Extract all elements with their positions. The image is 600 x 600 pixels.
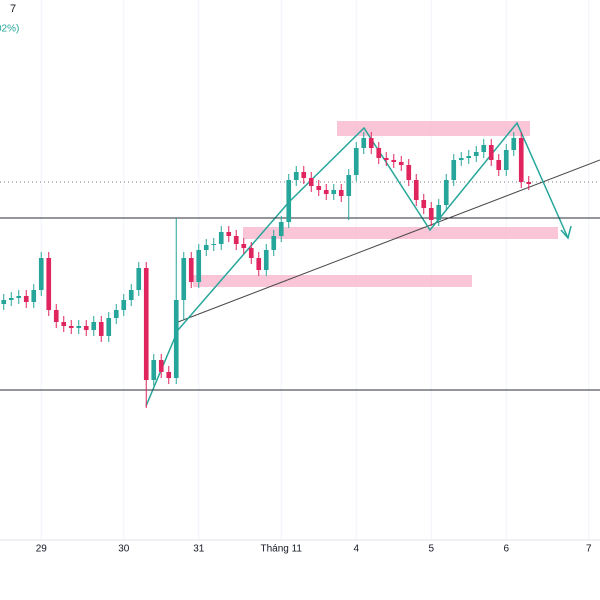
candle-body: [526, 182, 532, 184]
candle-body: [346, 175, 352, 196]
candle-body: [428, 208, 434, 220]
candle-body: [173, 300, 179, 378]
change-text: 02%): [0, 24, 19, 35]
candle-body: [241, 244, 247, 248]
candle-body: [518, 138, 524, 182]
candle-body: [323, 190, 329, 194]
candle-body: [511, 138, 517, 150]
candle-body: [98, 322, 104, 336]
x-tick-label: 5: [428, 544, 434, 555]
candle-body: [181, 258, 187, 300]
candle-body: [23, 296, 29, 302]
candle-body: [203, 245, 209, 250]
candle-body: [121, 300, 127, 310]
x-tick-label: 31: [193, 544, 205, 555]
candle-body: [31, 290, 37, 302]
candle-body: [406, 165, 412, 180]
candle-body: [391, 160, 397, 162]
candle-body: [286, 180, 292, 222]
x-axis: 29 30 31 Tháng 11 4 5 6 7: [36, 544, 592, 555]
candle-body: [398, 162, 404, 165]
candle-body: [338, 190, 344, 196]
candle-body: [218, 232, 224, 244]
candle-body: [1, 300, 7, 304]
candle-body: [226, 232, 232, 236]
candle-body: [76, 326, 82, 328]
candle-body: [293, 172, 299, 180]
candle-body: [256, 258, 262, 270]
candle-body: [8, 298, 14, 300]
candle-body: [61, 322, 67, 326]
candles: [1, 132, 532, 408]
candle-body: [503, 150, 509, 170]
candle-body: [496, 160, 502, 170]
candle-body: [361, 138, 367, 148]
candle-body: [473, 152, 479, 156]
candle-body: [331, 190, 337, 194]
candle-body: [68, 326, 74, 328]
x-tick-label: 6: [503, 544, 509, 555]
candle-body: [16, 296, 22, 298]
pattern-arrow: [560, 225, 572, 240]
candle-body: [271, 236, 277, 250]
candle-body: [458, 158, 464, 160]
x-tick-label: 30: [118, 544, 130, 555]
candle-body: [436, 205, 442, 220]
candle-body: [38, 258, 44, 290]
candle-body: [106, 318, 112, 336]
trend-line: [177, 159, 600, 323]
candle-body: [143, 268, 149, 380]
candle-body: [278, 222, 284, 236]
candle-body: [413, 180, 419, 200]
candle-body: [233, 236, 239, 244]
candle-body: [488, 145, 494, 160]
drawings: [0, 121, 600, 407]
candle-body: [158, 360, 164, 372]
resistance-zone: [337, 121, 530, 136]
candle-body: [136, 268, 142, 290]
candle-body: [316, 186, 322, 190]
candle-body: [188, 258, 194, 282]
header-text: 7: [10, 3, 16, 15]
candle-body: [383, 158, 389, 160]
grid: [40, 0, 590, 540]
neckline-zone: [243, 227, 558, 239]
candle-body: [91, 322, 97, 330]
candle-body: [443, 180, 449, 205]
candle-body: [113, 310, 119, 318]
candle-body: [368, 138, 374, 148]
candle-body: [421, 200, 427, 208]
x-tick-label: 7: [586, 544, 592, 555]
candle-body: [376, 148, 382, 158]
candle-body: [53, 310, 59, 322]
candle-body: [166, 372, 172, 378]
candle-body: [308, 178, 314, 186]
candle-body: [263, 250, 269, 270]
candle-body: [466, 156, 472, 158]
levels: [0, 217, 600, 391]
candle-body: [196, 250, 202, 282]
x-tick-label: Tháng 11: [260, 544, 302, 555]
x-tick-label: 4: [353, 544, 359, 555]
candle-body: [46, 258, 52, 310]
candle-body: [248, 248, 254, 258]
candle-body: [151, 360, 157, 380]
candle-body: [128, 290, 134, 300]
candle-body: [481, 145, 487, 152]
candle-body: [451, 160, 457, 180]
candle-body: [353, 148, 359, 175]
support-zone: [193, 275, 472, 287]
candle-body: [301, 172, 307, 178]
x-tick-label: 29: [36, 544, 48, 555]
candle-body: [211, 244, 217, 245]
candle-body: [83, 326, 89, 330]
